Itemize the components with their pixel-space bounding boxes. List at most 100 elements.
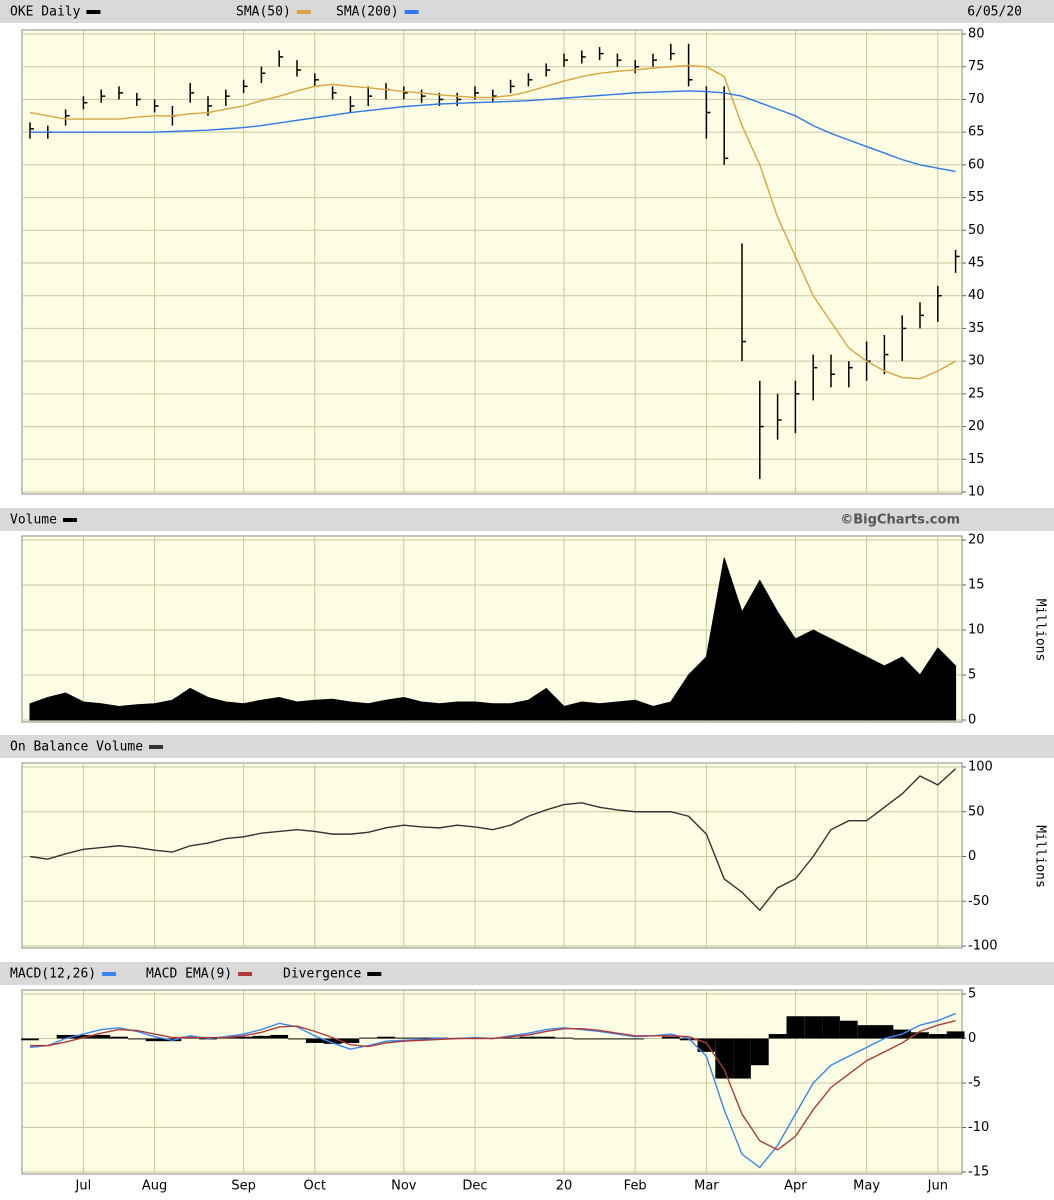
x-tick-label: Nov [391, 1179, 417, 1194]
x-tick-label: Apr [784, 1179, 807, 1194]
y-tick-label: 0 [968, 849, 976, 864]
divergence-bar [519, 1036, 538, 1039]
x-tick-label: Dec [462, 1179, 487, 1194]
divergence-bar [323, 1038, 342, 1044]
legend-label: Volume [10, 513, 57, 528]
divergence-bar [768, 1034, 787, 1039]
divergence-bar [839, 1020, 858, 1039]
series-line [30, 90, 956, 173]
y-tick-label: 50 [968, 804, 985, 819]
y-tick-label: 60 [968, 157, 985, 172]
y-tick-label: 70 [968, 92, 985, 107]
divergence-bar [661, 1036, 680, 1039]
divergence-bar [288, 1038, 306, 1040]
divergence-bar [804, 1016, 823, 1039]
y-tick-label: 0 [968, 713, 976, 728]
divergence-bar [590, 1038, 609, 1040]
divergence-bar [555, 1037, 573, 1039]
y-tick-label: 65 [968, 125, 985, 140]
divergence-bar [412, 1037, 431, 1039]
y-tick-label: -10 [968, 1120, 989, 1135]
legend-label: MACD EMA(9) [146, 967, 232, 982]
y-tick-label: 5 [968, 668, 976, 683]
x-tick-label: Mar [694, 1179, 719, 1194]
plot-area [21, 762, 963, 949]
y-tick-label: 5 [968, 987, 976, 1002]
legend-label: OKE Daily [10, 5, 81, 20]
divergence-bar [786, 1016, 805, 1039]
divergence-bar [127, 1038, 146, 1040]
y-tick-label: 55 [968, 190, 985, 205]
divergence-bar [857, 1025, 876, 1039]
y-tick-label: 20 [968, 419, 985, 434]
y-tick-label: -5 [968, 1076, 981, 1091]
divergence-bar [270, 1034, 289, 1039]
panel-header [0, 962, 1054, 986]
divergence-bar [377, 1036, 395, 1039]
divergence-bar [501, 1037, 520, 1039]
date-label: 6/05/20 [967, 5, 1022, 20]
x-tick-label: 20 [556, 1179, 573, 1194]
divergence-bar [341, 1038, 360, 1043]
x-tick-label: Oct [304, 1179, 326, 1194]
plot-area [21, 29, 963, 495]
divergence-bar [928, 1034, 947, 1039]
divergence-bar [946, 1031, 965, 1039]
y-tick-label: 75 [968, 59, 985, 74]
x-tick-label: Sep [231, 1179, 256, 1194]
legend-label: SMA(50) [236, 5, 291, 20]
y-tick-label: 10 [968, 623, 985, 638]
x-tick-label: Feb [624, 1179, 647, 1194]
y-tick-label: -50 [968, 894, 989, 909]
series-line [29, 768, 957, 912]
y-tick-label: 100 [968, 760, 993, 775]
y-tick-label: 0 [968, 1031, 976, 1046]
divergence-bar [626, 1038, 645, 1040]
divergence-bar [21, 1038, 39, 1041]
series-line [30, 1020, 956, 1151]
legend-label: Divergence [283, 967, 361, 982]
y-tick-label: 50 [968, 223, 985, 238]
panel-header [0, 508, 1054, 532]
y-tick-label: 20 [968, 533, 985, 548]
divergence-bar [92, 1034, 111, 1039]
divergence-bar [750, 1038, 769, 1066]
volume-area [29, 557, 957, 721]
panel-header [0, 735, 1054, 759]
divergence-bar [74, 1034, 93, 1039]
legend-label: On Balance Volume [10, 740, 143, 755]
divergence-bar [822, 1016, 840, 1039]
y-tick-label: 40 [968, 288, 985, 303]
divergence-bar [252, 1035, 271, 1039]
divergence-bar [305, 1038, 324, 1043]
panel-header [0, 0, 1054, 24]
y-tick-label: -100 [968, 939, 998, 954]
divergence-bar [875, 1025, 894, 1039]
x-tick-label: Aug [142, 1179, 167, 1194]
y-tick-label: 45 [968, 256, 985, 271]
divergence-bar [608, 1038, 627, 1040]
x-tick-label: May [853, 1179, 880, 1194]
y-tick-label: 10 [968, 485, 985, 500]
divergence-bar [733, 1038, 751, 1079]
divergence-bar [110, 1036, 128, 1039]
divergence-bar [537, 1036, 556, 1039]
y-tick-label: 15 [968, 578, 985, 593]
divergence-bar [359, 1037, 378, 1039]
y-tick-label: 15 [968, 452, 985, 467]
divergence-bar [145, 1038, 164, 1042]
divergence-bar [56, 1034, 75, 1039]
divergence-bar [234, 1036, 253, 1039]
divergence-bar [394, 1037, 413, 1039]
x-tick-label: Jun [927, 1179, 948, 1194]
y-axis-label: Millions [1033, 825, 1048, 888]
y-axis-label: Millions [1033, 599, 1048, 662]
y-tick-label: 80 [968, 27, 985, 42]
y-tick-label: 25 [968, 386, 985, 401]
y-tick-label: 30 [968, 354, 985, 369]
divergence-bar [572, 1038, 591, 1040]
y-tick-label: 35 [968, 321, 985, 336]
x-tick-label: Jul [75, 1179, 92, 1194]
y-tick-label: -15 [968, 1165, 989, 1180]
